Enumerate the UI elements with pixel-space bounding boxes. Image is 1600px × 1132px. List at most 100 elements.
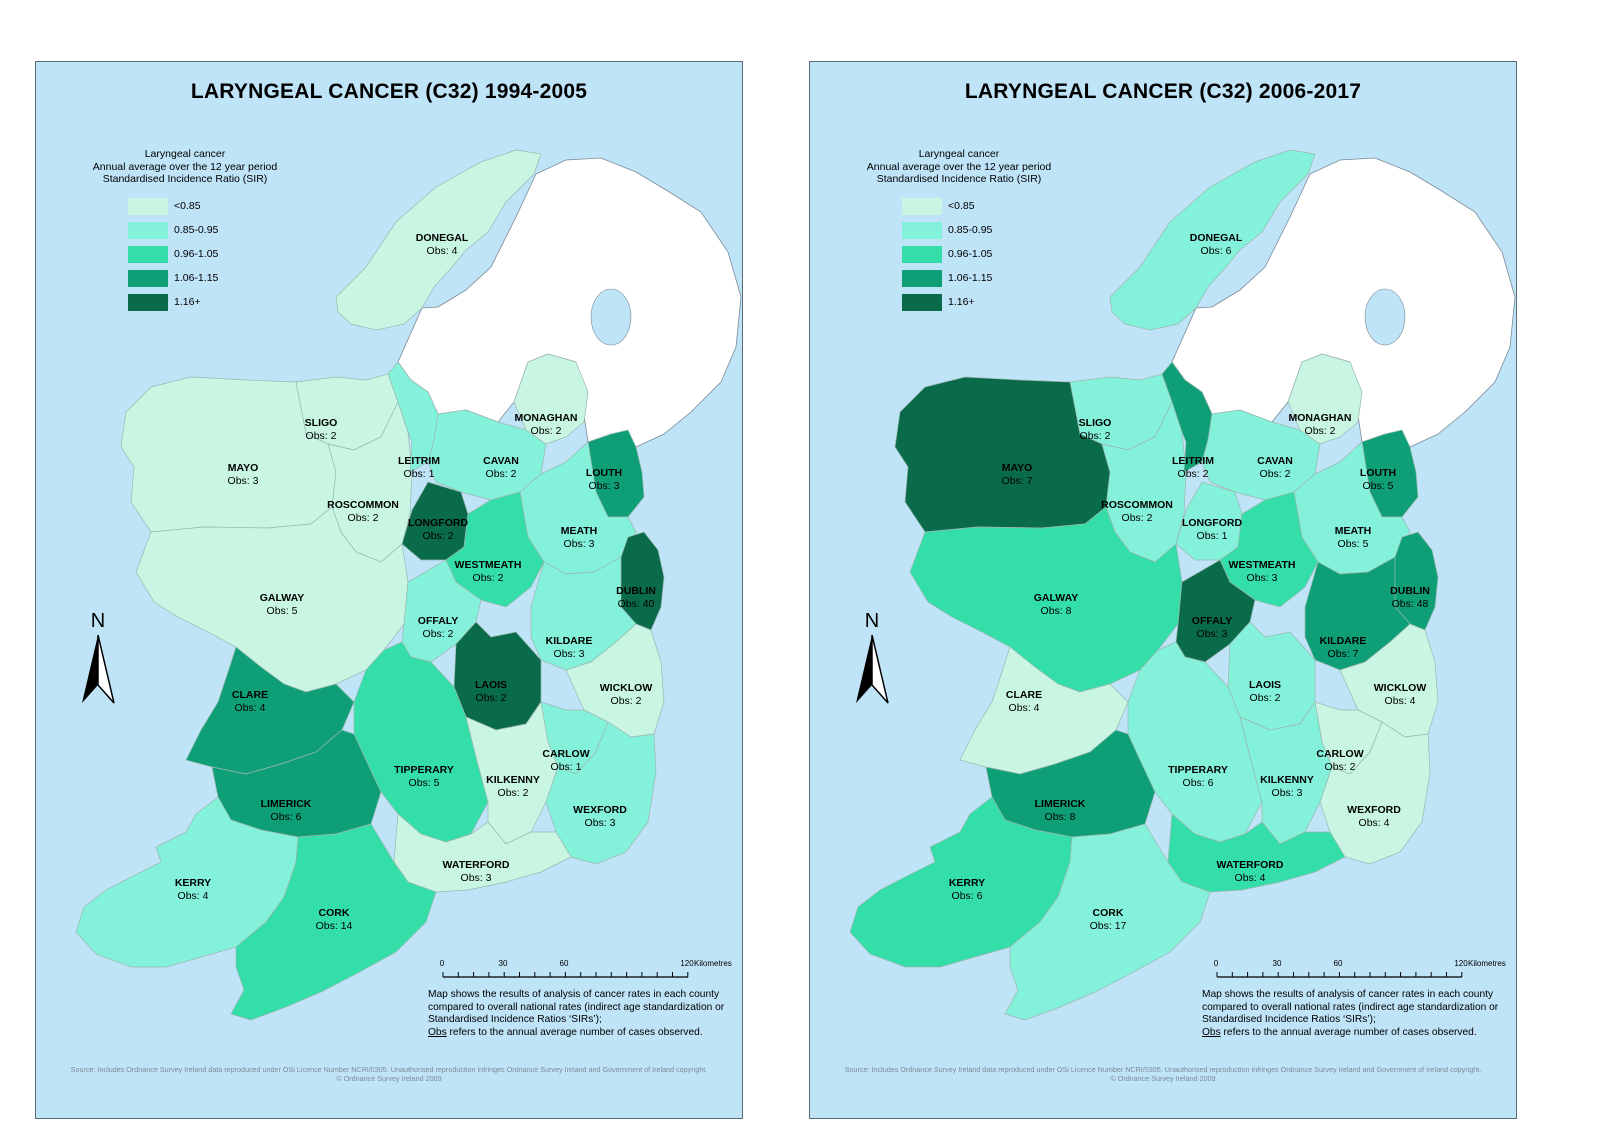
- legend-heading-line: Annual average over the 12 year period: [92, 160, 278, 173]
- county-name: LAOIS: [474, 679, 508, 691]
- legend-heading-line: Standardised Incidence Ratio (SIR): [102, 173, 268, 185]
- county-obs: Obs: 4: [177, 889, 209, 902]
- note-obs-word: Obs: [1202, 1026, 1221, 1038]
- county-label-wicklow: WICKLOW Obs: 4: [1374, 682, 1427, 707]
- legend-label: 0.85-0.95: [948, 224, 993, 236]
- county-name: WEXFORD: [573, 804, 627, 816]
- county-obs: Obs: 2: [347, 511, 379, 524]
- county-obs: Obs: 3: [553, 647, 585, 660]
- county-name: KERRY: [174, 877, 212, 889]
- legend-label: <0.85: [948, 200, 975, 212]
- source-line: Source: Includes Ordnance Survey Ireland…: [844, 1065, 1482, 1074]
- legend-row: 0.85-0.95: [902, 218, 992, 242]
- county-label-sligo: SLIGO Obs: 2: [1079, 417, 1112, 442]
- county-label-mayo: MAYO Obs: 7: [1002, 462, 1033, 487]
- county-label-wexford: WEXFORD Obs: 3: [573, 804, 627, 829]
- county-name: DUBLIN: [616, 585, 656, 597]
- county-obs: Obs: 2: [1079, 429, 1111, 442]
- legend-swatch: [902, 269, 942, 287]
- legend-label: 1.06-1.15: [948, 272, 993, 284]
- county-obs: Obs: 2: [497, 786, 529, 799]
- county-shape-laois: [1227, 621, 1316, 731]
- county-obs: Obs: 6: [951, 889, 983, 902]
- county-label-louth: LOUTH Obs: 5: [1360, 467, 1396, 492]
- north-letter: N: [864, 610, 880, 632]
- county-obs: Obs: 5: [408, 776, 440, 789]
- county-shape-monaghan: [513, 353, 589, 445]
- north-arrow-icon: [856, 634, 889, 704]
- scale-tick-label: 0: [1213, 959, 1219, 968]
- scale-bar: 0 30 60 120 Kilometres: [440, 959, 742, 989]
- county-label-kildare: KILDARE Obs: 7: [1320, 635, 1367, 660]
- county-obs: Obs: 4: [234, 701, 266, 714]
- legend-label: <0.85: [174, 200, 201, 212]
- scale-tick-label: 30: [498, 959, 508, 968]
- source-credit: Source: Includes Ordnance Survey Ireland…: [36, 1065, 742, 1083]
- county-obs: Obs: 2: [475, 691, 507, 704]
- county-label-limerick: LIMERICK Obs: 6: [261, 798, 312, 823]
- county-name: ROSCOMMON: [327, 499, 399, 511]
- county-label-cavan: CAVAN Obs: 2: [1257, 455, 1293, 480]
- county-name: WEXFORD: [1347, 804, 1401, 816]
- county-shape-donegal: [1109, 149, 1316, 331]
- county-obs: Obs: 2: [610, 694, 642, 707]
- county-label-longford: LONGFORD Obs: 1: [1182, 517, 1242, 542]
- county-obs: Obs: 2: [530, 424, 562, 437]
- county-obs: Obs: 4: [1358, 816, 1390, 829]
- county-obs: Obs: 14: [315, 919, 353, 932]
- legend-label: 1.16+: [174, 296, 201, 308]
- county-obs: Obs: 1: [550, 760, 582, 773]
- ireland-map: [849, 149, 1516, 1021]
- county-obs: Obs: 2: [485, 467, 517, 480]
- county-name: LEITRIM: [398, 455, 440, 467]
- county-name: CLARE: [1005, 689, 1043, 701]
- county-obs: Obs: 2: [1259, 467, 1291, 480]
- map-panel-left: LARYNGEAL CANCER (C32) 1994-2005 Laryngea…: [35, 61, 743, 1119]
- county-obs: Obs: 8: [1040, 604, 1072, 617]
- county-label-roscommon: ROSCOMMON Obs: 2: [327, 499, 399, 524]
- legend-row: 1.06-1.15: [902, 266, 992, 290]
- map-title: LARYNGEAL CANCER (C32) 2006-2017: [964, 80, 1362, 103]
- county-label-waterford: WATERFORD Obs: 4: [1217, 859, 1284, 884]
- legend-heading-line: Laryngeal cancer: [918, 148, 1000, 160]
- county-label-offaly: OFFALY Obs: 2: [418, 615, 458, 640]
- county-label-laois: LAOIS Obs: 2: [1249, 679, 1281, 704]
- county-label-kilkenny: KILKENNY Obs: 2: [486, 774, 540, 799]
- county-obs: Obs: 7: [1327, 647, 1359, 660]
- county-obs: Obs: 17: [1089, 919, 1127, 932]
- county-name: CLARE: [231, 689, 269, 701]
- county-name: LONGFORD: [407, 517, 469, 529]
- county-label-longford: LONGFORD Obs: 2: [408, 517, 468, 542]
- county-name: ROSCOMMON: [1101, 499, 1173, 511]
- legend-heading-line: Laryngeal cancer: [144, 148, 226, 160]
- legend-swatch: [128, 269, 168, 287]
- legend-label: 1.06-1.15: [174, 272, 219, 284]
- legend-row: 1.06-1.15: [128, 266, 218, 290]
- legend-swatch: [902, 197, 942, 215]
- county-name: LIMERICK: [1034, 798, 1086, 810]
- county-name: OFFALY: [1191, 615, 1233, 627]
- county-name: TIPPERARY: [394, 764, 454, 776]
- legend-row: 1.16+: [128, 290, 218, 314]
- scale-tick-label: 60: [1333, 959, 1343, 968]
- county-name: LEITRIM: [1172, 455, 1214, 467]
- county-obs: Obs: 2: [422, 627, 454, 640]
- county-obs: Obs: 3: [1271, 786, 1303, 799]
- county-obs: Obs: 8: [1044, 810, 1076, 823]
- county-name: WICKLOW: [1373, 682, 1427, 694]
- county-label-donegal: DONEGAL Obs: 4: [416, 232, 469, 257]
- legend-swatch: [128, 221, 168, 239]
- county-name: MONAGHAN: [1288, 412, 1352, 424]
- county-shape-laois: [453, 621, 542, 731]
- county-obs: Obs: 4: [1008, 701, 1040, 714]
- legend-row: 0.85-0.95: [128, 218, 218, 242]
- county-obs: Obs: 3: [1246, 571, 1278, 584]
- legend: <0.85 0.85-0.95 0.96-1.05 1.06-1.15 1.16+: [902, 194, 992, 314]
- county-label-leitrim: LEITRIM Obs: 2: [1172, 455, 1214, 480]
- legend-heading: Laryngeal cancer Annual average over the …: [844, 148, 1074, 186]
- county-obs: Obs: 2: [1121, 511, 1153, 524]
- county-name: WESTMEATH: [1228, 559, 1296, 571]
- legend-label: 1.16+: [948, 296, 975, 308]
- legend-swatch: [128, 293, 168, 311]
- county-name: GALWAY: [1033, 592, 1079, 604]
